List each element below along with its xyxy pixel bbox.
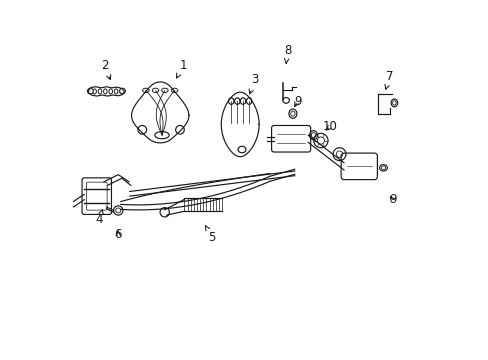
Ellipse shape [152,88,159,93]
Ellipse shape [162,88,168,93]
Ellipse shape [114,89,118,94]
Circle shape [120,88,125,94]
Ellipse shape [142,88,149,93]
Text: 3: 3 [248,73,259,94]
Text: 9: 9 [388,193,396,206]
Ellipse shape [238,146,245,153]
Text: 2: 2 [101,59,111,80]
Ellipse shape [93,89,96,94]
Ellipse shape [120,89,123,94]
Ellipse shape [103,89,107,94]
Text: 9: 9 [293,95,301,108]
Ellipse shape [234,98,240,104]
Text: 5: 5 [205,225,216,244]
Text: 6: 6 [114,228,122,241]
Ellipse shape [246,98,251,104]
Circle shape [138,126,146,134]
Text: 10: 10 [323,120,337,133]
Ellipse shape [240,98,245,104]
Ellipse shape [109,89,112,94]
Text: 7: 7 [384,69,393,89]
Ellipse shape [155,132,169,139]
Circle shape [87,88,93,94]
Ellipse shape [171,88,178,93]
Circle shape [175,126,184,134]
Ellipse shape [228,98,233,104]
Text: 1: 1 [176,59,187,78]
Text: 4: 4 [95,210,103,226]
Ellipse shape [98,89,102,94]
Text: 8: 8 [283,44,291,63]
